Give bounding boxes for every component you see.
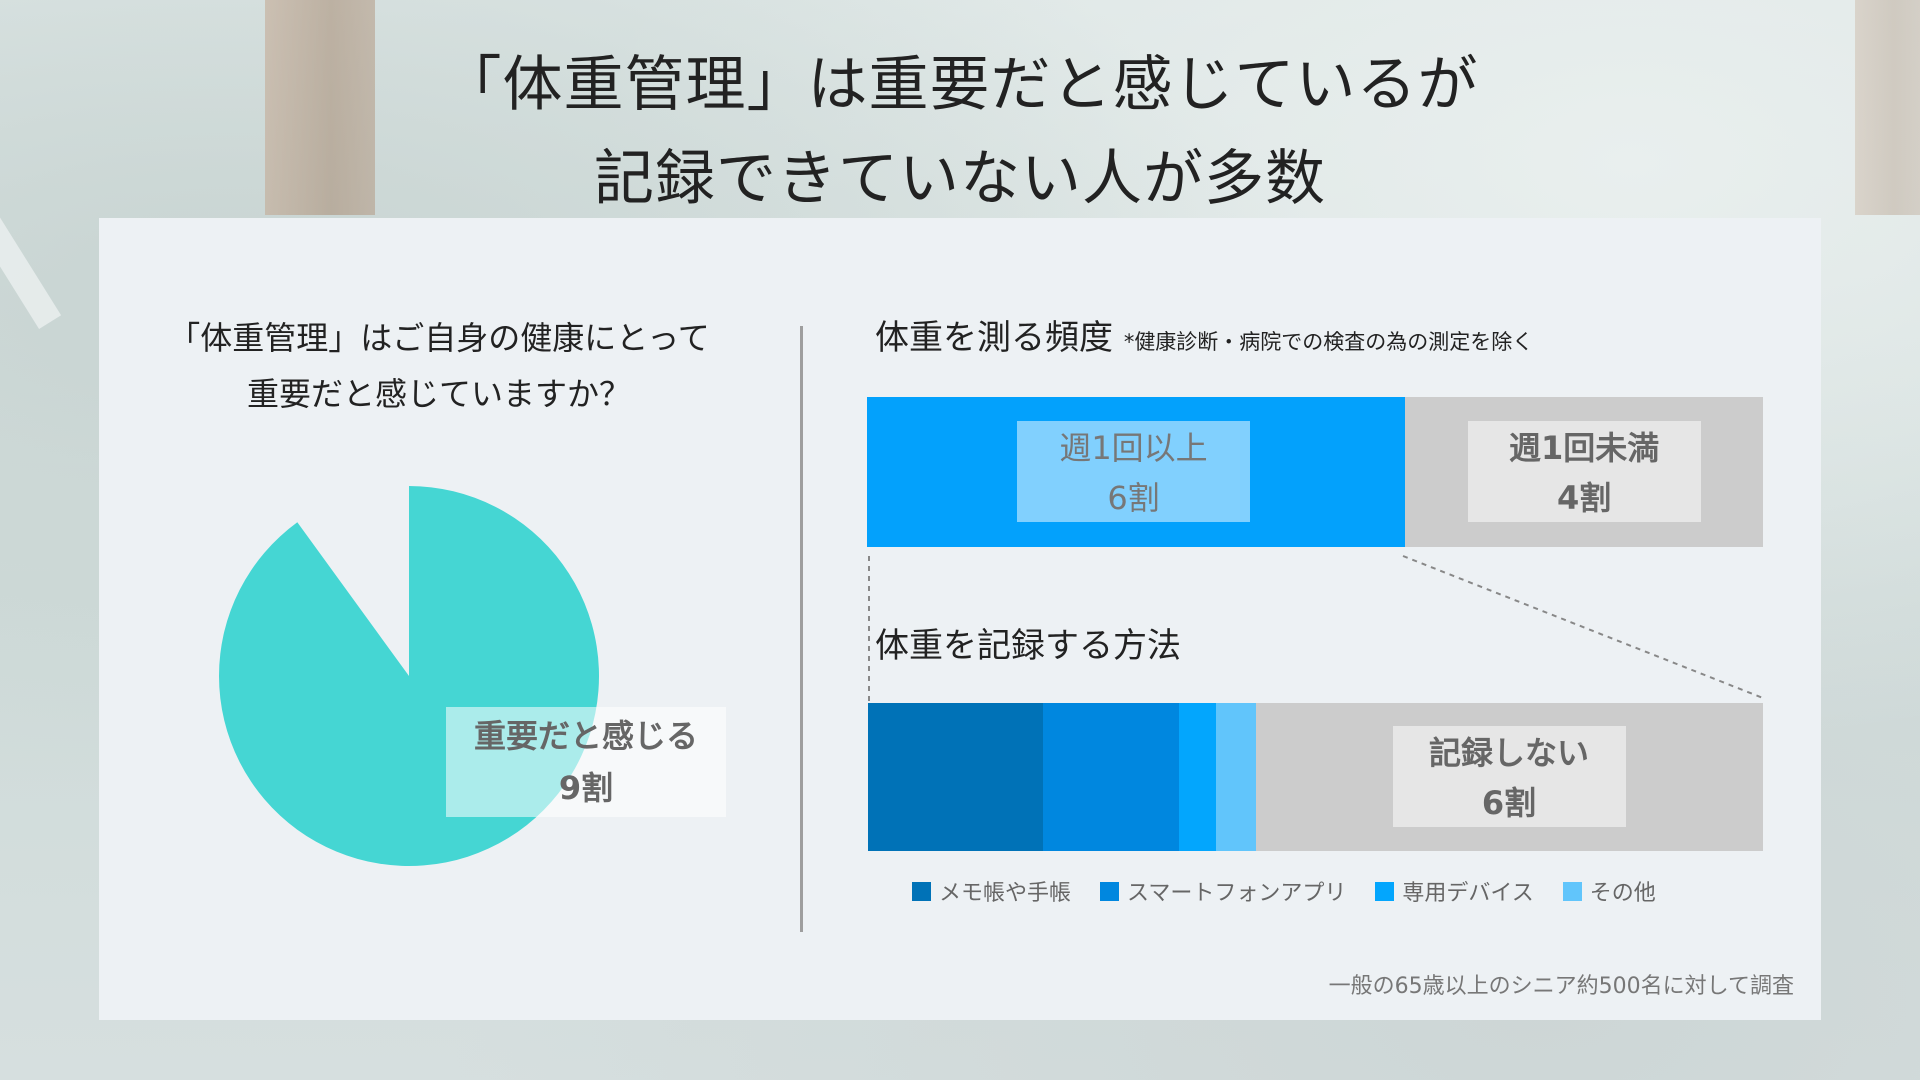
record-method-bar-segment-3 [1179, 703, 1217, 851]
section-divider [800, 326, 803, 932]
headline-line-2: 記録できていない人が多数 [594, 144, 1326, 214]
record-method-title: 体重を記録する方法 [875, 626, 1181, 666]
frequency-bar-label-1: 週1回以上 6割 [1017, 421, 1250, 522]
legend-item-1: メモ帳や手帳 [912, 875, 1071, 907]
record-method-bar-segment-1 [868, 703, 1043, 851]
legend-label: 専用デバイス [1402, 881, 1534, 906]
frequency-bar-label-1-text: 週1回以上 [1059, 429, 1208, 467]
pie-slice-label: 重要だと感じる 9割 [446, 707, 726, 817]
frequency-title-note: *健康診断・病院での検査の為の測定を除く [1123, 330, 1534, 354]
record-method-bar-segment-2 [1042, 703, 1180, 851]
background-window-frame [265, 0, 375, 215]
record-method-bar-segment-4 [1216, 703, 1256, 851]
frequency-bar-label-2-value: 4割 [1556, 479, 1612, 517]
legend-swatch [912, 881, 931, 901]
legend-label: スマートフォンアプリ [1127, 881, 1347, 906]
pie-question-line-1: 「体重管理」はご自身の健康にとって [168, 319, 710, 357]
zoom-guide-lines [868, 555, 1764, 708]
frequency-chart-title: 体重を測る頻度 *健康診断・病院での検査の為の測定を除く [875, 310, 1533, 370]
background-window-frame-right [1855, 0, 1920, 215]
record-method-bar-label-5-text: 記録しない [1429, 734, 1590, 772]
pie-question: 「体重管理」はご自身の健康にとって 重要だと感じていますか？ [139, 310, 739, 422]
frequency-bar-label-1-value: 6割 [1107, 479, 1160, 517]
record-method-bar-label-5-value: 6割 [1481, 784, 1537, 822]
legend-swatch [1100, 881, 1120, 901]
legend-item-3: 専用デバイス [1375, 875, 1534, 907]
headline-line-1: 「体重管理」は重要だと感じているが [441, 50, 1479, 120]
legend-label: メモ帳や手帳 [939, 881, 1072, 906]
pie-question-line-2: 重要だと感じていますか？ [246, 375, 631, 413]
pie-slice-label-title: 重要だと感じる [473, 717, 698, 755]
headline: 「体重管理」は重要だと感じているが 記録できていない人が多数 [0, 38, 1920, 226]
frequency-title-text: 体重を測る頻度 [875, 318, 1113, 358]
record-method-bar-label-5: 記録しない 6割 [1392, 726, 1626, 827]
record-method-legend: メモ帳や手帳 スマートフォンアプリ 専用デバイス その他 [912, 876, 1685, 906]
legend-label: その他 [1589, 881, 1656, 906]
legend-item-4: その他 [1562, 875, 1656, 907]
guide-line-right [1402, 555, 1764, 699]
infographic-panel: 「体重管理」はご自身の健康にとって 重要だと感じていますか？ 重要だと感じる 9… [99, 218, 1821, 1020]
legend-swatch [1375, 881, 1395, 901]
survey-source-note: 一般の65歳以上のシニア約500名に対して調査 [1328, 974, 1794, 999]
frequency-bar-label-2-text: 週1回未満 [1508, 429, 1660, 467]
legend-item-2: スマートフォンアプリ [1100, 875, 1346, 907]
frequency-bar-label-2: 週1回未満 4割 [1467, 421, 1701, 522]
pie-slice-label-value: 9割 [558, 769, 614, 807]
legend-swatch [1562, 881, 1582, 901]
